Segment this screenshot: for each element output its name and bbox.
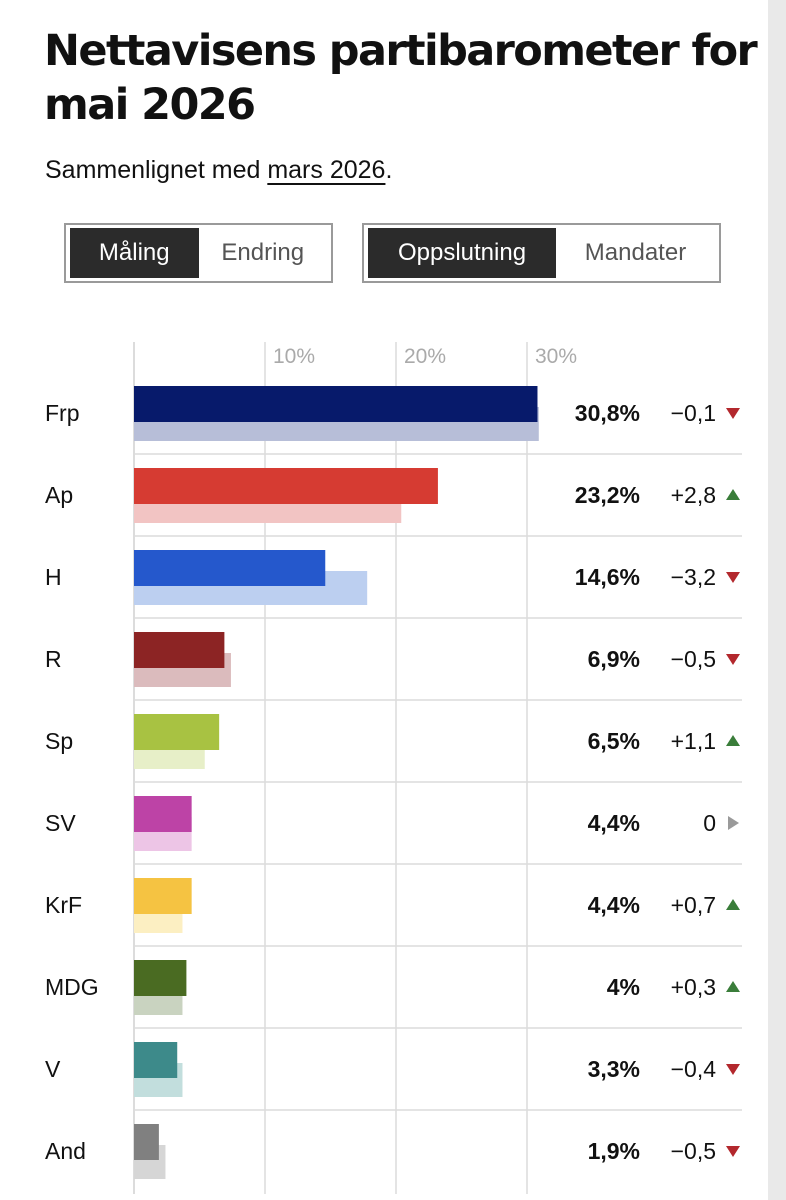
metric-toggle: Oppslutning Mandater [362,223,721,283]
change-label: −0,5 [671,1138,716,1164]
subtitle-prefix: Sammenlignet med [45,156,268,184]
x-tick-label: 30% [535,345,577,368]
current-bar [134,1124,159,1160]
triangle-down-icon [726,1146,740,1157]
x-tick-label: 20% [404,345,446,368]
triangle-up-icon [726,981,740,992]
current-bar [134,550,326,586]
toggle-option-maling[interactable]: Måling [70,228,199,278]
toggle-option-mandater[interactable]: Mandater [584,239,687,266]
page-edge [768,0,786,1200]
triangle-down-icon [726,654,740,665]
current-bar [134,796,192,832]
page-title: Nettavisens partibarometer for mai 2026 [44,26,758,130]
value-label: 1,9% [588,1138,640,1164]
page: Nettavisens partibarometer for mai 2026 … [44,26,758,1194]
change-label: −0,1 [671,400,716,426]
current-bar [134,468,438,504]
party-label: V [45,1056,61,1082]
current-bar [134,632,225,668]
party-label: SV [45,810,76,836]
current-bar [134,878,192,914]
value-label: 14,6% [575,564,640,590]
view-toggle: Måling Endring [64,223,333,283]
party-label: R [45,646,62,672]
change-label: +0,7 [671,892,716,918]
party-label: H [45,564,62,590]
party-label: Frp [45,400,80,426]
toggle-option-endring[interactable]: Endring [221,239,305,266]
value-label: 30,8% [575,400,640,426]
subtitle: Sammenlignet med mars 2026. [45,153,392,187]
party-label: And [45,1138,86,1164]
change-label: 0 [703,810,716,836]
current-bar [134,386,538,422]
change-label: +2,8 [671,482,716,508]
change-label: +1,1 [671,728,716,754]
subtitle-suffix: . [385,156,393,184]
triangle-down-icon [726,408,740,419]
current-bar [134,714,220,750]
party-label: MDG [45,974,99,1000]
party-label: Sp [45,728,73,754]
value-label: 4,4% [588,810,640,836]
triangle-right-icon [728,816,739,830]
value-label: 4% [607,974,640,1000]
toggle-option-oppslutning[interactable]: Oppslutning [368,228,556,278]
value-label: 4,4% [588,892,640,918]
triangle-down-icon [726,1064,740,1075]
party-label: KrF [45,892,82,918]
change-label: −3,2 [671,564,716,590]
change-label: +0,3 [671,974,716,1000]
x-tick-label: 10% [273,345,315,368]
triangle-up-icon [726,735,740,746]
value-label: 23,2% [575,482,640,508]
party-barometer-chart: 10% 20% 30% Frp 30,8% −0,1 Ap 23,2% +2,8 H 14,6% −3… [45,342,742,1194]
triangle-down-icon [726,572,740,583]
value-label: 6,9% [588,646,640,672]
comparison-period-link[interactable]: mars 2026 [267,156,386,184]
value-label: 3,3% [588,1056,640,1082]
change-label: −0,5 [671,646,716,672]
value-label: 6,5% [588,728,640,754]
triangle-up-icon [726,899,740,910]
party-label: Ap [45,482,73,508]
triangle-up-icon [726,489,740,500]
change-label: −0,4 [671,1056,717,1082]
current-bar [134,960,187,996]
current-bar [134,1042,178,1078]
